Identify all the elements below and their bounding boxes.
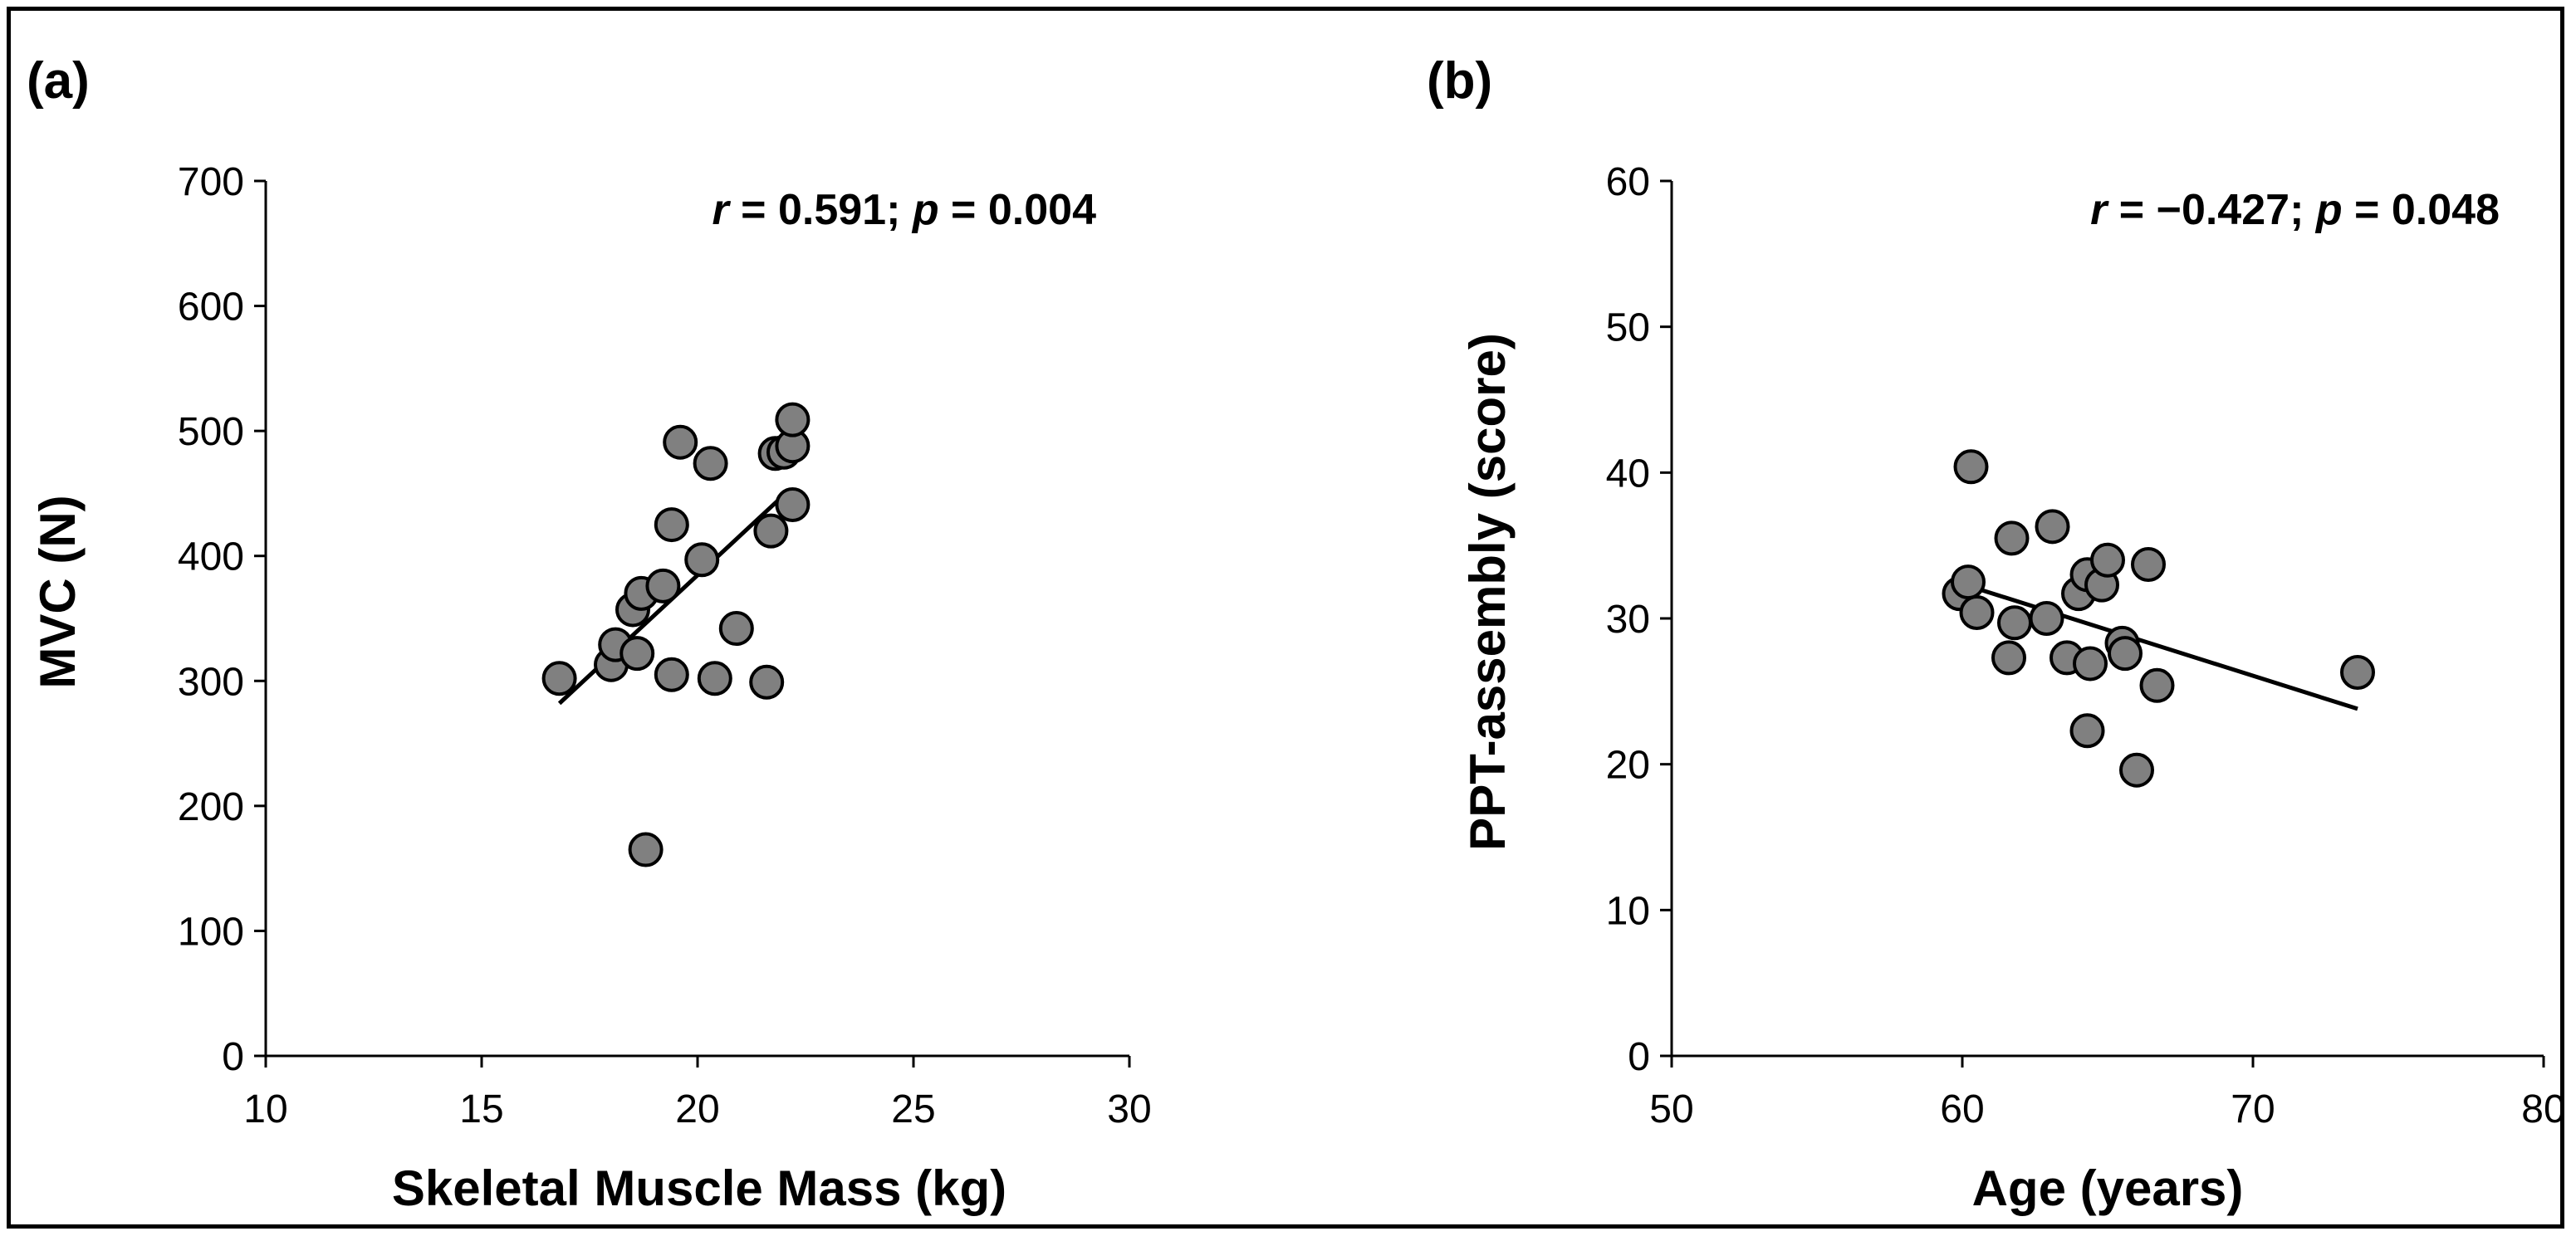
panel-b-x-tick-label: 70 xyxy=(2231,1087,2275,1131)
panel-b-data-point xyxy=(1959,594,1995,630)
panel-b-y-tick-label: 10 xyxy=(1606,889,1650,933)
panel-a-y-axis-label: MVC (N) xyxy=(30,495,86,688)
panel-a-y-tick-label: 100 xyxy=(178,910,244,954)
panel-b-y-tick-label: 0 xyxy=(1628,1035,1650,1079)
panel-a-label: (a) xyxy=(27,52,90,110)
panel-b-data-point xyxy=(2035,509,2070,545)
panel-a-y-tick-label: 400 xyxy=(178,535,244,579)
panel-b-correlation-annotation: r = −0.427; p = 0.048 xyxy=(2090,186,2500,234)
panel-a-data-point xyxy=(654,657,689,692)
panel-b-y-tick-label: 60 xyxy=(1606,160,1650,204)
panel-b-label: (b) xyxy=(1427,52,1492,110)
panel-a-correlation-annotation: r = 0.591; p = 0.004 xyxy=(712,186,1096,234)
panel-a-data-point xyxy=(749,664,785,700)
panel-a-data-point xyxy=(753,513,789,549)
panel-b-data-point xyxy=(1991,640,2026,676)
panel-a-x-tick-label: 25 xyxy=(891,1087,935,1131)
panel-a-data-point xyxy=(718,611,754,647)
panel-b-data-point xyxy=(2139,667,2175,703)
panel-a-x-tick-label: 10 xyxy=(243,1087,287,1131)
panel-b-data-point xyxy=(2108,636,2143,672)
panel-b-x-tick-label: 80 xyxy=(2521,1087,2565,1131)
panel-a-data-point xyxy=(541,661,577,696)
panel-b-x-tick-label: 60 xyxy=(1940,1087,1984,1131)
panel-b-data-point xyxy=(1994,520,2030,556)
panel-b-y-tick-label: 30 xyxy=(1606,598,1650,642)
panel-b-data-point xyxy=(2119,752,2154,788)
panel-b-data-point xyxy=(2131,547,2166,583)
panel-b-data-point xyxy=(1997,605,2032,641)
panel-b-data-point xyxy=(2090,542,2125,578)
panel-a-y-tick-label: 0 xyxy=(222,1035,244,1079)
panel-a-data-point xyxy=(663,424,698,460)
panel-b-data-point xyxy=(2340,654,2375,690)
panel-a-data-point xyxy=(775,402,811,437)
panel-a-y-tick-label: 600 xyxy=(178,286,244,330)
panel-b-plot-area: 0 10 20 30 40 50 60 50 60 70 80 xyxy=(1606,160,2566,1131)
panel-a-x-axis-label: Skeletal Muscle Mass (kg) xyxy=(392,1160,1006,1216)
panel-a-plot-area: 0 100 200 300 400 500 600 700 10 15 20 25 30 xyxy=(178,160,1152,1131)
panel-b-y-tick-label: 40 xyxy=(1606,452,1650,496)
panel-b-data-point xyxy=(1953,449,1989,485)
panel-b-data-point xyxy=(2069,713,2105,749)
panel-b-data-point xyxy=(2029,601,2064,636)
panel-a-x-tick-label: 20 xyxy=(675,1087,719,1131)
panel-a-data-point xyxy=(654,507,689,543)
panel-a-y-tick-label: 300 xyxy=(178,660,244,704)
panel-b-trendline xyxy=(1964,583,2358,711)
panel-b-x-tick-label: 50 xyxy=(1649,1087,1693,1131)
panel-a-x-tick-label: 15 xyxy=(459,1087,503,1131)
panel-a-data-point xyxy=(697,661,732,696)
panel-a-y-tick-label: 200 xyxy=(178,785,244,829)
panel-a-data-point xyxy=(645,568,681,603)
panel-a-data-point xyxy=(620,636,655,672)
panel-a-data-point xyxy=(775,486,811,522)
panel-a-x-tick-label: 30 xyxy=(1107,1087,1151,1131)
panel-a-data-point xyxy=(628,832,664,867)
panel-b-data-point xyxy=(1951,564,1986,600)
panel-b-data-point xyxy=(2073,646,2108,682)
panel-a-y-tick-label: 700 xyxy=(178,160,244,204)
panel-b-y-tick-label: 50 xyxy=(1606,306,1650,350)
panel-b-x-axis-label: Age (years) xyxy=(1972,1160,2244,1216)
panel-a-data-point xyxy=(684,542,720,578)
figure-frame xyxy=(7,7,2564,1229)
panel-a-y-tick-label: 500 xyxy=(178,410,244,454)
panel-b-y-tick-label: 20 xyxy=(1606,744,1650,788)
panel-a-data-point xyxy=(693,446,728,481)
panel-b-y-axis-label: PPT-assembly (score) xyxy=(1460,333,1516,851)
